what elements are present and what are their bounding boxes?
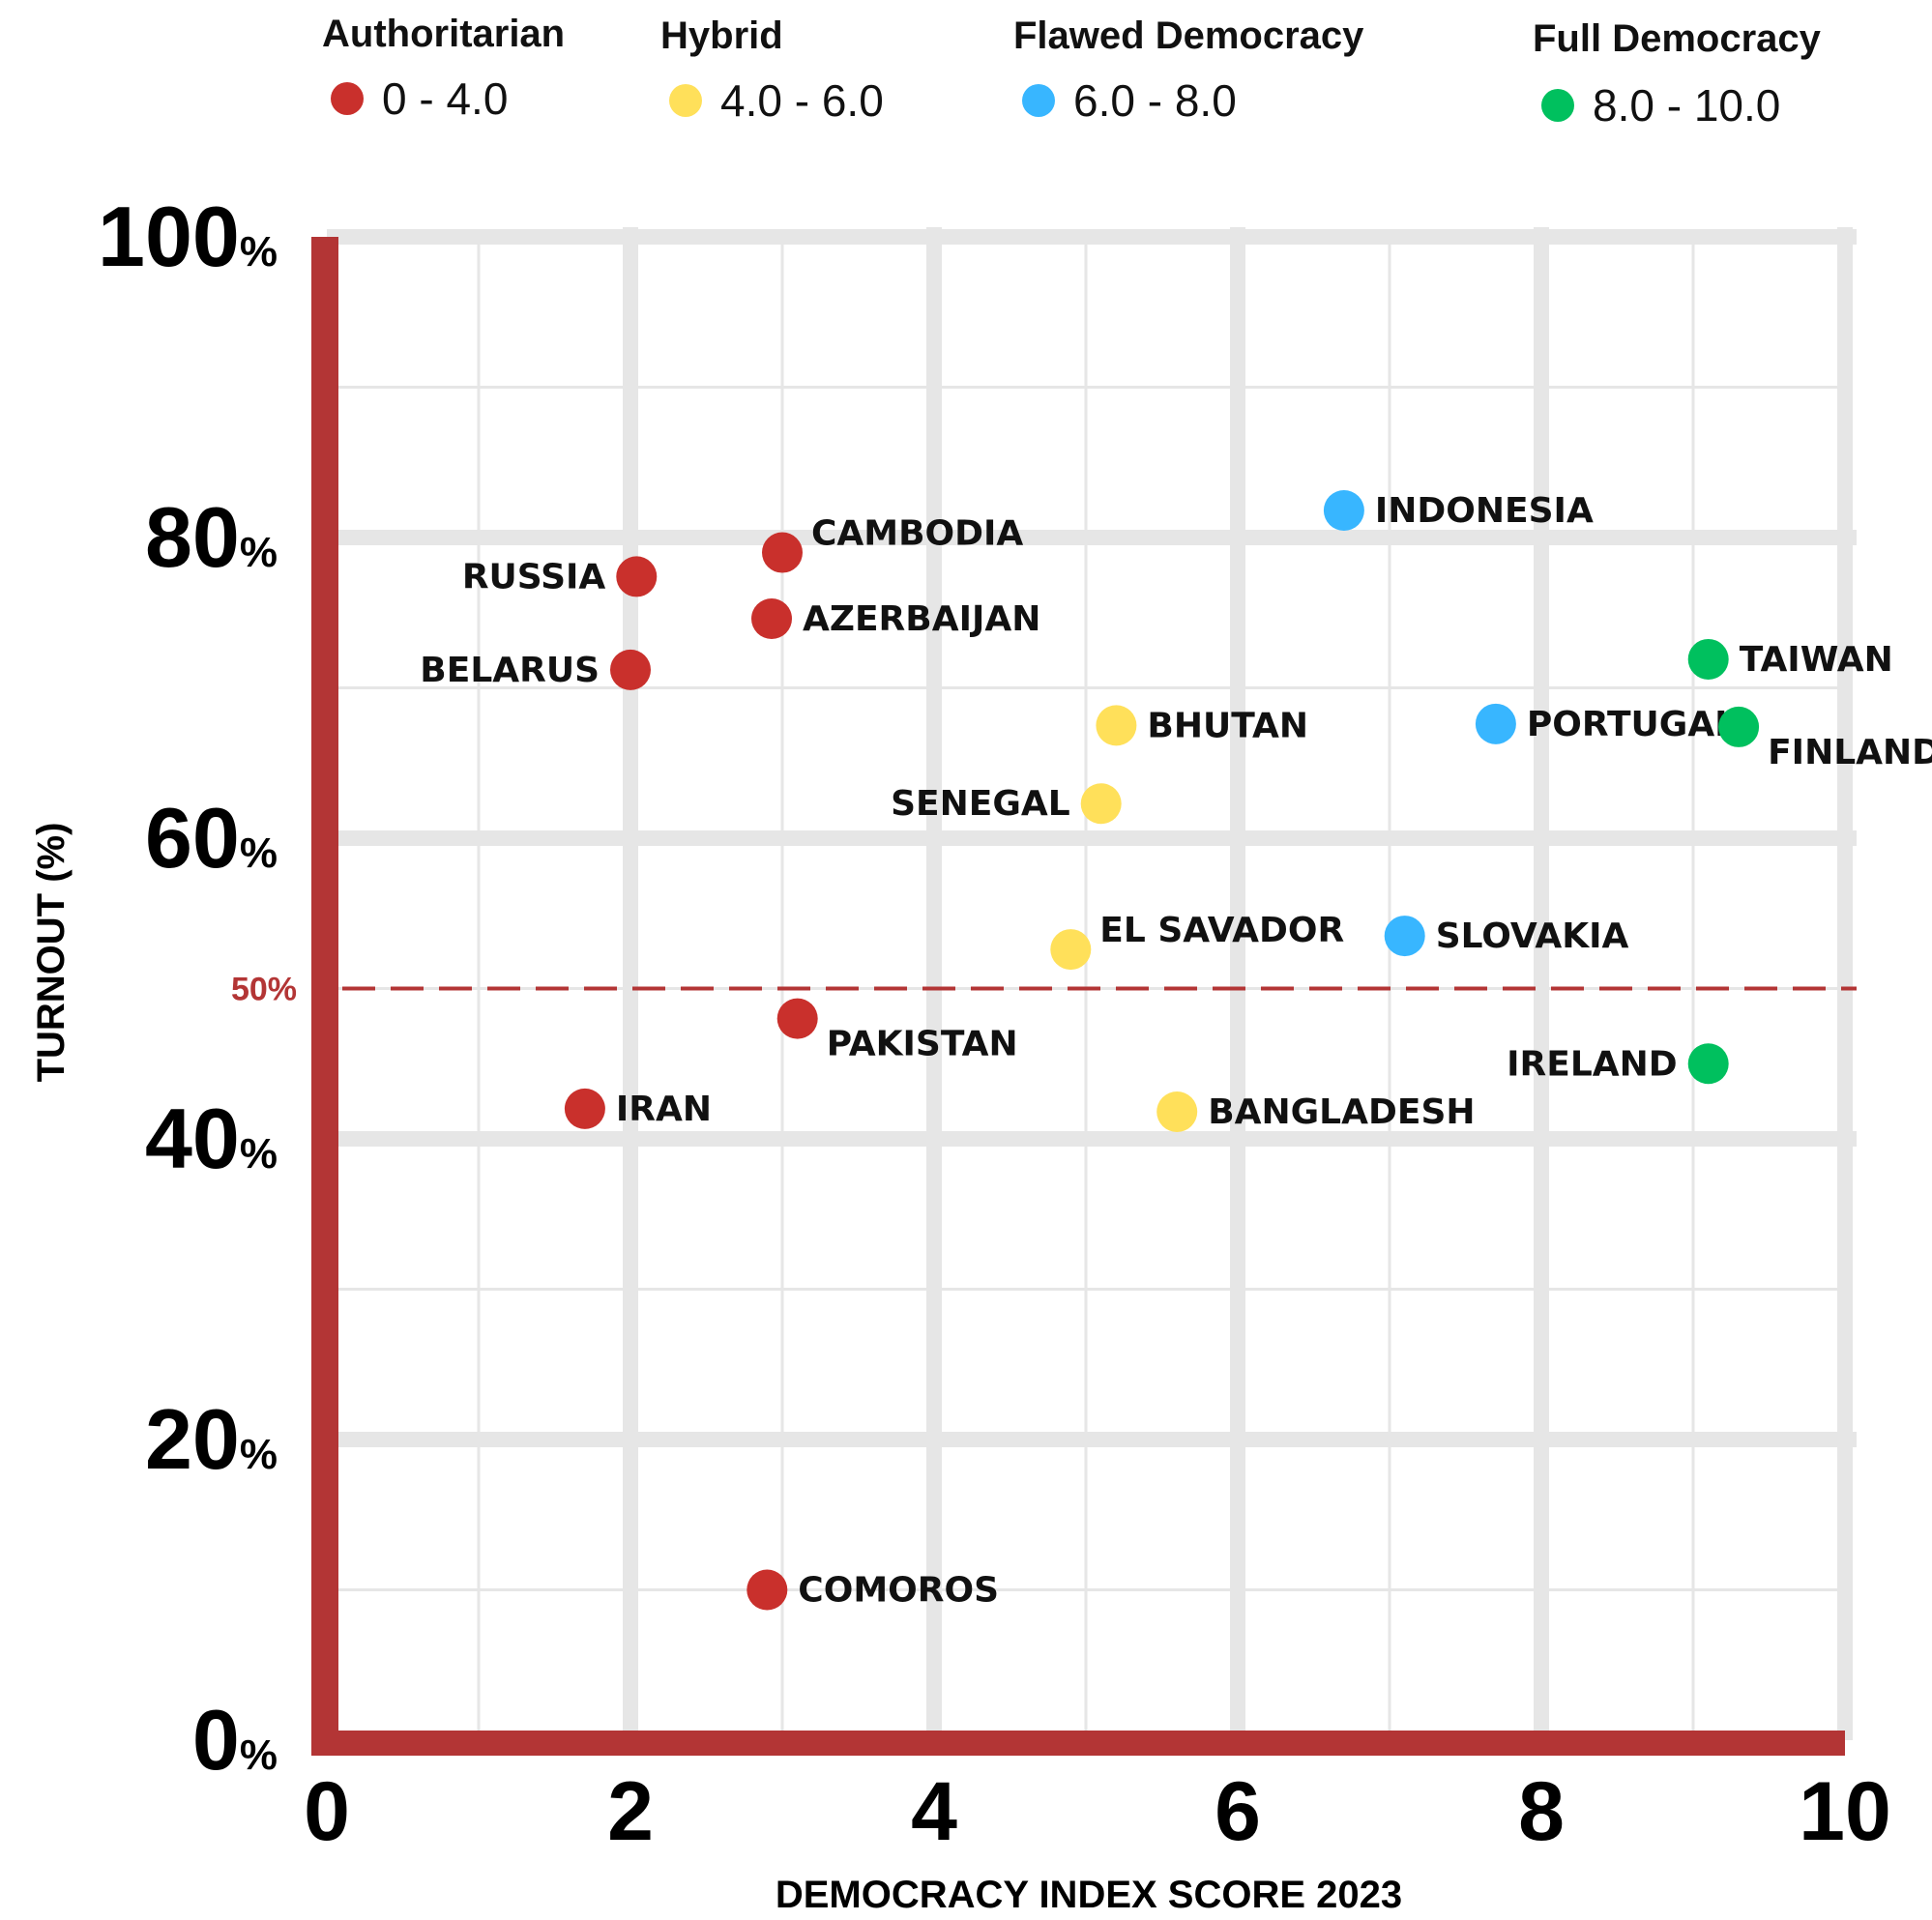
y-axis-line	[311, 237, 338, 1752]
data-point	[1080, 783, 1122, 825]
data-point-label: BELARUS	[420, 651, 600, 690]
data-point	[616, 556, 658, 597]
data-point-label: SENEGAL	[891, 784, 1070, 824]
data-point	[1323, 490, 1364, 532]
data-point	[746, 1569, 788, 1611]
y-tick-label: 20%	[145, 1391, 278, 1487]
x-axis-ticks: 0 2 4 6 8 10	[304, 1765, 1891, 1858]
data-point	[1384, 916, 1425, 957]
data-point-label: BANGLADESH	[1208, 1092, 1475, 1132]
y-axis-title: TURNOUT (%)	[30, 823, 73, 1083]
axis-titles: DEMOCRACY INDEX SCORE 2023 TURNOUT (%)	[30, 823, 1402, 1916]
y-tick-label: 40%	[145, 1091, 278, 1186]
y-tick-label: 60%	[145, 790, 278, 886]
reference-line-50: 50%	[231, 972, 1857, 1008]
grid	[327, 227, 1857, 1740]
data-point	[776, 998, 818, 1039]
x-tick-label: 0	[304, 1765, 350, 1858]
data-point-label: INDONESIA	[1375, 491, 1594, 531]
data-point	[1156, 1091, 1198, 1133]
data-point-label: SLOVAKIA	[1436, 916, 1629, 956]
legend-marker-1	[331, 82, 364, 115]
legend-marker-4	[1541, 89, 1574, 122]
legend-title-3: Flawed Democracy	[1013, 15, 1364, 57]
x-tick-label: 10	[1799, 1765, 1891, 1858]
x-axis-title: DEMOCRACY INDEX SCORE 2023	[776, 1874, 1402, 1916]
data-point-label: AZERBAIJAN	[803, 599, 1040, 639]
data-point	[1687, 1043, 1729, 1085]
x-tick-label: 6	[1215, 1765, 1261, 1858]
data-point	[1096, 705, 1137, 746]
legend-range-2: 4.0 - 6.0	[720, 75, 884, 126]
y-axis-ticks: 0% 20% 40% 60% 80% 100%	[98, 189, 278, 1788]
data-point	[751, 597, 793, 639]
data-point-label: EL SAVADOR	[1099, 911, 1344, 950]
legend-title-2: Hybrid	[660, 15, 783, 57]
legend-range-4: 8.0 - 10.0	[1593, 80, 1780, 131]
data-point-label: PAKISTAN	[827, 1025, 1018, 1064]
data-point-label: IRELAND	[1507, 1044, 1678, 1084]
legend-marker-3	[1022, 84, 1055, 117]
y-tick-label: 0%	[192, 1692, 278, 1788]
data-point	[1687, 638, 1729, 680]
y-tick-label: 80%	[145, 489, 278, 585]
legend-range-3: 6.0 - 8.0	[1073, 75, 1237, 126]
data-point-label: IRAN	[616, 1090, 712, 1129]
x-tick-label: 4	[911, 1765, 957, 1858]
data-point	[762, 532, 803, 573]
data-point	[1718, 706, 1760, 747]
x-axis-line	[311, 1731, 1845, 1756]
data-point	[564, 1088, 605, 1129]
data-point-label: PORTUGAL	[1527, 705, 1737, 744]
data-point	[1475, 703, 1516, 744]
x-tick-label: 8	[1518, 1765, 1565, 1858]
data-points: RUSSIA CAMBODIA AZERBAIJAN BELARUS PAKISTAN I…	[420, 490, 1932, 1611]
data-point-label: TAIWAN	[1740, 640, 1893, 680]
legend-title-1: Authoritarian	[322, 13, 565, 55]
data-point	[1050, 929, 1092, 971]
legend: Authoritarian 0 - 4.0 Hybrid 4.0 - 6.0 Flawe…	[322, 13, 1822, 131]
x-tick-label: 2	[607, 1765, 654, 1858]
axes	[311, 237, 1845, 1756]
data-point-label: BHUTAN	[1147, 706, 1308, 745]
y-tick-label: 100%	[98, 189, 278, 284]
legend-range-1: 0 - 4.0	[382, 73, 508, 124]
data-point-label: CAMBODIA	[811, 514, 1023, 554]
data-point-label: COMOROS	[798, 1571, 999, 1611]
data-point-label: RUSSIA	[462, 557, 606, 596]
data-point-label: FINLAND	[1768, 733, 1932, 772]
legend-marker-2	[669, 84, 702, 117]
data-point	[610, 649, 651, 690]
legend-title-4: Full Democracy	[1533, 17, 1822, 60]
reference-line-label: 50%	[231, 972, 297, 1008]
